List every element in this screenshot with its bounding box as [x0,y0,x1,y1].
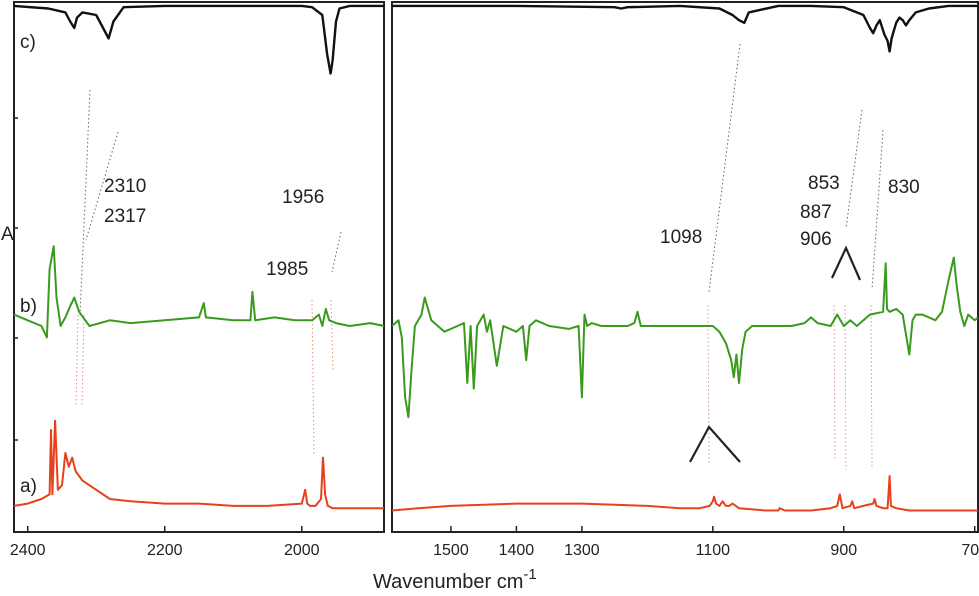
left-x-tick-label-2000: 2000 [284,542,320,559]
peak-label-906: 906 [800,229,832,250]
peak-label-853: 853 [808,173,840,194]
right-x-tick-label-1300: 1300 [564,542,600,559]
right-x-tick-label-900: 900 [830,542,857,559]
right-correlation-lines [707,43,884,471]
left-spectrum-b [13,245,385,339]
right-spectrum-a [391,475,978,512]
right-spectrum-b [391,256,979,419]
left-correlation-lines [75,89,342,456]
spectra-layer [13,4,979,512]
peak-label-1985: 1985 [266,259,308,280]
peak-label-1098: 1098 [660,227,702,248]
x-axis-title-sup: -1 [523,566,536,583]
x-axis-title: Wavenumber cm-1 [373,566,537,593]
peak-label-887: 887 [800,202,832,223]
left-spectrum-a [13,419,384,510]
right-peak-bracket-a [689,425,741,463]
tick-layer: 2400 2200 2000 1500 1400 1300 1100 900 700 [10,526,979,559]
left-panel-frame [13,1,385,533]
left-x-tick-label-2400: 2400 [10,542,46,559]
x-axis-title-main: Wavenumber cm [373,571,523,593]
left-spectrum-c [13,4,384,75]
series-c-label: c) [20,32,36,53]
y-axis-label: A [1,224,14,245]
left-x-tick-label-2200: 2200 [147,542,183,559]
peak-label-2310: 2310 [104,176,146,197]
right-x-tick-label-1500: 1500 [433,542,469,559]
peak-label-1956: 1956 [282,187,324,208]
right-x-tick-label-1100: 1100 [696,542,731,559]
peak-label-2317: 2317 [104,206,146,227]
right-x-tick-label-1400: 1400 [499,542,535,559]
right-panel-frame [391,1,979,533]
peak-label-830: 830 [888,177,920,198]
right-peak-bracket-b [831,245,862,281]
series-b-label: b) [20,296,37,317]
right-x-tick-label-700: 700 [961,542,979,559]
series-a-label: a) [20,476,37,497]
right-spectrum-c [392,4,978,53]
left-y-ticks [14,117,18,441]
